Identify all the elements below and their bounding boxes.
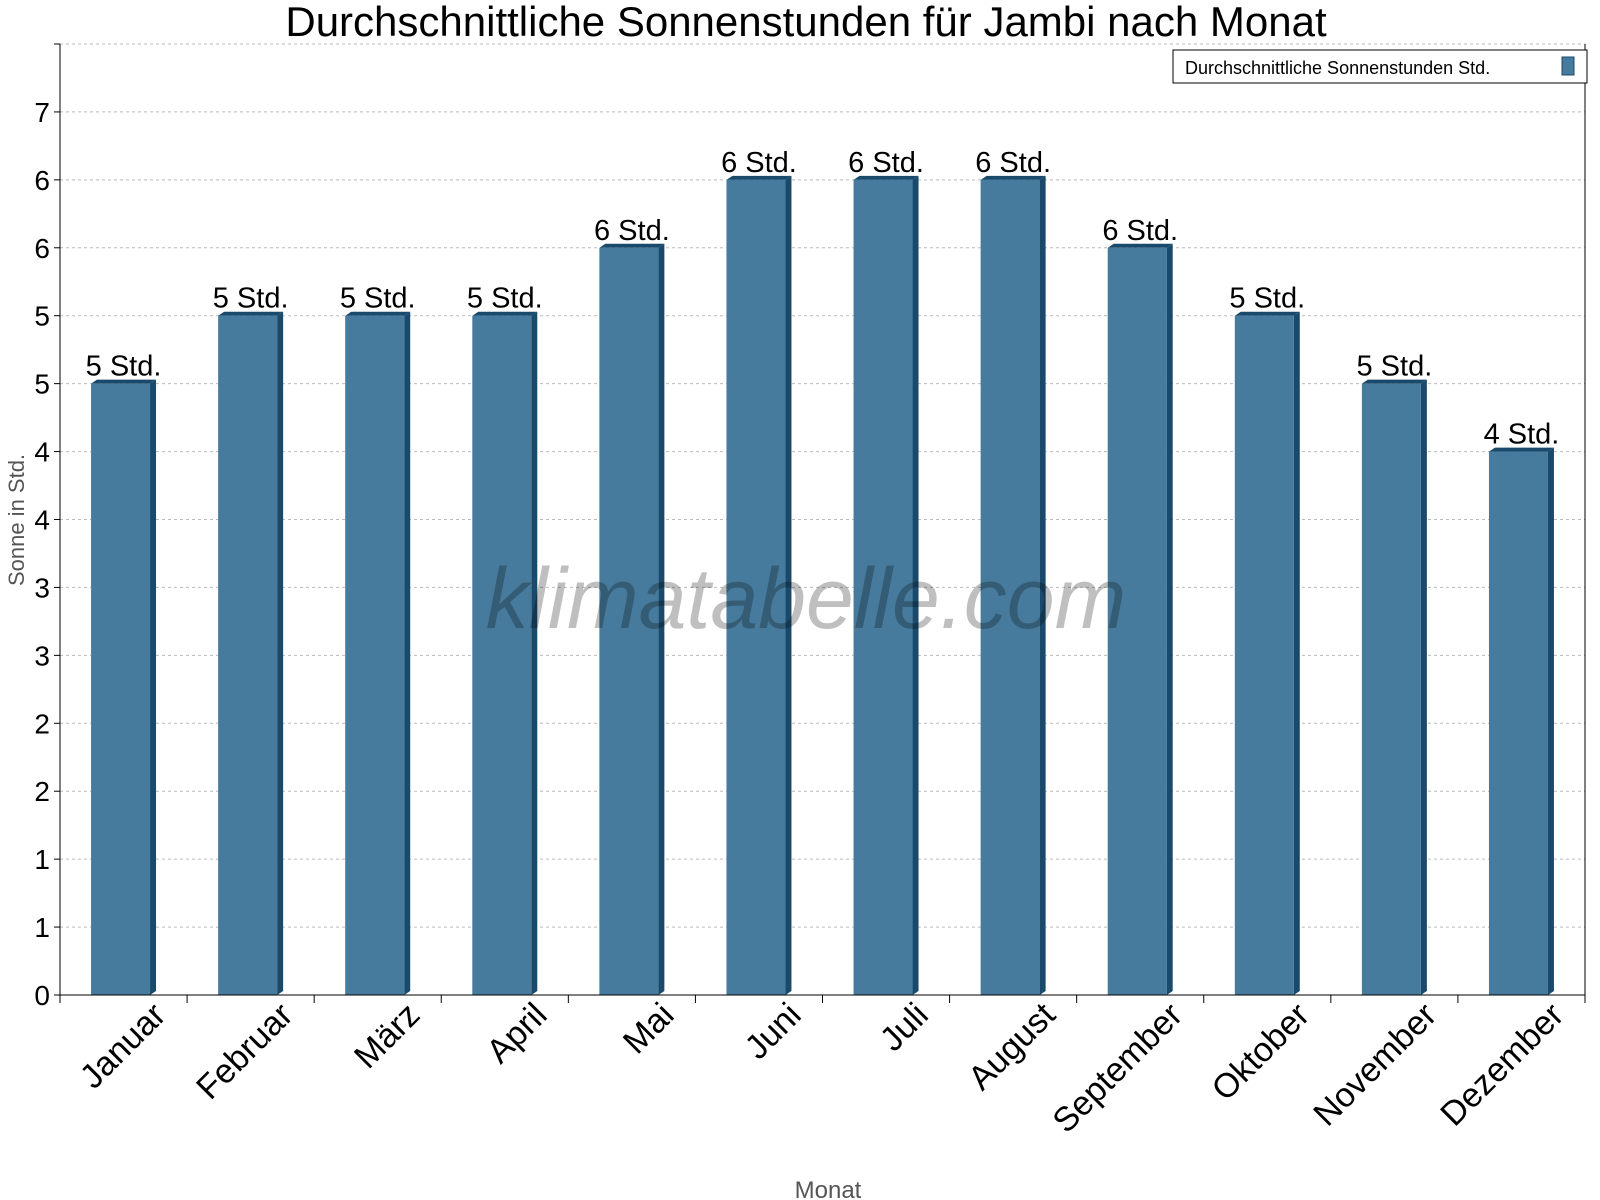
- bar: [91, 383, 151, 996]
- y-tick-label: 4: [34, 437, 50, 468]
- bar-top: [1361, 379, 1427, 384]
- x-tick-label: April: [479, 996, 554, 1071]
- data-label: 5 Std.: [213, 283, 289, 315]
- x-tick-label: Dezember: [1433, 996, 1571, 1134]
- x-tick-label: Oktober: [1205, 996, 1317, 1108]
- bar: [1107, 247, 1167, 996]
- bar-side: [404, 311, 411, 995]
- bar: [345, 315, 405, 995]
- data-label: 5 Std.: [86, 351, 162, 383]
- legend-box: [1172, 49, 1588, 84]
- legend-swatch: [1561, 56, 1575, 76]
- bar-top: [218, 311, 284, 316]
- bar-top: [1107, 243, 1173, 248]
- bar-side: [1293, 311, 1300, 995]
- bar-side: [658, 243, 665, 996]
- bar-side: [531, 311, 538, 995]
- chart-title: Durchschnittliche Sonnenstunden für Jamb…: [285, 0, 1327, 45]
- bar: [1488, 451, 1548, 996]
- y-tick-label: 5: [34, 369, 50, 400]
- y-tick-label: 3: [34, 640, 50, 671]
- y-tick-label: 3: [34, 572, 50, 603]
- bar: [472, 315, 532, 995]
- bar-top: [345, 311, 411, 316]
- data-label: 6 Std.: [1102, 215, 1178, 247]
- bar-top: [980, 175, 1046, 180]
- x-tick-label: März: [347, 996, 427, 1076]
- bar: [980, 179, 1040, 995]
- y-tick-label: 0: [34, 980, 50, 1011]
- data-label: 4 Std.: [1484, 419, 1560, 451]
- bar-top: [91, 379, 157, 384]
- bar-top: [599, 243, 665, 248]
- y-tick-label: 6: [34, 233, 50, 264]
- y-tick-label: 1: [34, 912, 50, 943]
- x-axis-label: Monat: [795, 1177, 862, 1200]
- y-tick-label: 6: [34, 165, 50, 196]
- y-tick-label: 7: [34, 97, 50, 128]
- bar: [599, 247, 659, 996]
- y-tick-label: 5: [34, 301, 50, 332]
- x-tick-label: November: [1306, 996, 1444, 1134]
- data-label: 6 Std.: [721, 147, 797, 179]
- bar-side: [1039, 175, 1046, 995]
- x-tick-label: Februar: [189, 996, 300, 1107]
- bar-side: [1420, 379, 1427, 996]
- y-tick-label: 1: [34, 844, 50, 875]
- data-label: 6 Std.: [594, 215, 670, 247]
- x-tick-label: August: [961, 995, 1063, 1097]
- bar-side: [150, 379, 157, 996]
- bar: [726, 179, 786, 995]
- x-tick-label: Juli: [873, 996, 936, 1059]
- y-tick-label: 2: [34, 776, 50, 807]
- x-tick-label: Januar: [73, 996, 173, 1096]
- data-label: 5 Std.: [467, 283, 543, 315]
- data-label: 5 Std.: [1356, 351, 1432, 383]
- bar-side: [785, 175, 792, 995]
- bar-side: [1166, 243, 1173, 996]
- watermark: klimatabelle.com: [486, 551, 1126, 647]
- y-tick-label: 4: [34, 505, 50, 536]
- bar-top: [853, 175, 919, 180]
- bar-top: [726, 175, 792, 180]
- y-axis-label: Sonne in Std.: [4, 454, 29, 586]
- bar-side: [912, 175, 919, 995]
- data-label: 5 Std.: [1229, 283, 1305, 315]
- x-tick-label: Mai: [616, 996, 682, 1062]
- x-tick-label: Juni: [738, 996, 809, 1067]
- bar: [1234, 315, 1294, 995]
- bar-top: [472, 311, 538, 316]
- data-label: 5 Std.: [340, 283, 416, 315]
- bar-top: [1488, 447, 1554, 452]
- bar-top: [1234, 311, 1300, 316]
- data-label: 6 Std.: [848, 147, 924, 179]
- bar: [218, 315, 278, 995]
- data-label: 6 Std.: [975, 147, 1051, 179]
- bar-side: [277, 311, 284, 995]
- x-tick-label: September: [1045, 996, 1189, 1140]
- legend: Durchschnittliche Sonnenstunden Std.: [1172, 49, 1588, 84]
- bar: [1361, 383, 1421, 996]
- y-tick-label: 2: [34, 708, 50, 739]
- bar-side: [1547, 447, 1554, 996]
- legend-label: Durchschnittliche Sonnenstunden Std.: [1185, 58, 1490, 78]
- bar: [853, 179, 913, 995]
